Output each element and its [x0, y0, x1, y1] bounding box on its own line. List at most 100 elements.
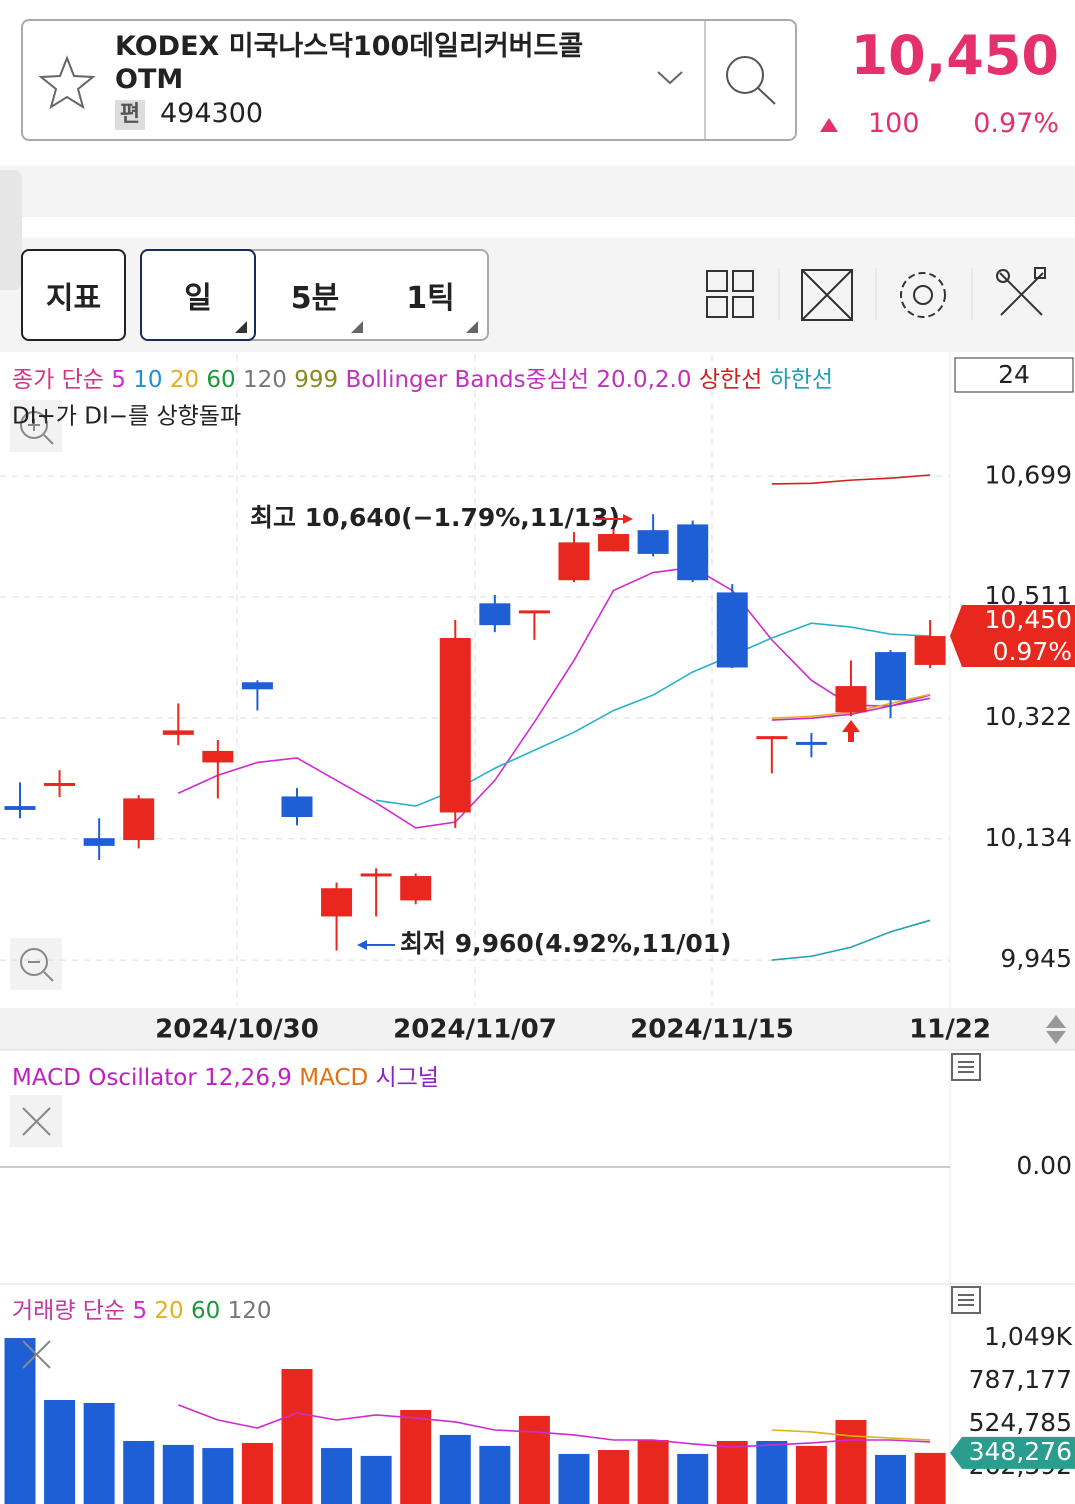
- period-button[interactable]: 일: [140, 249, 256, 341]
- signal-arrow: [842, 720, 860, 742]
- period-button[interactable]: 5분: [290, 281, 340, 316]
- legend-item: 5: [111, 367, 126, 393]
- settings-icon[interactable]: [900, 272, 946, 318]
- count-box: [954, 357, 1074, 393]
- volume-bar: [677, 1453, 709, 1504]
- y-tick-label: 1,049K: [984, 1322, 1073, 1351]
- volume-bar: [321, 1448, 353, 1504]
- period-button[interactable]: 1틱: [406, 281, 455, 316]
- legend-item: Bollinger Bands중심선: [345, 367, 589, 393]
- candle-body: [914, 636, 946, 665]
- candle-body: [677, 524, 709, 581]
- volume-bar: [479, 1445, 511, 1504]
- legend: 거래량 단순 5 20 60 120: [12, 1298, 271, 1324]
- volume-bar: [558, 1453, 590, 1504]
- close-volume[interactable]: [22, 1340, 51, 1369]
- panel-menu[interactable]: [951, 1286, 981, 1314]
- legend-item: 10: [133, 367, 162, 393]
- indicator-button[interactable]: 지표: [21, 249, 126, 341]
- candle-body: [598, 534, 630, 552]
- legend-item: 시그널: [375, 1065, 438, 1091]
- indicator-line: [177, 1404, 931, 1448]
- candle-body: [44, 782, 76, 786]
- legend-item: 5: [132, 1298, 147, 1324]
- volume-bar: [835, 1420, 867, 1504]
- legend-item: MACD: [299, 1065, 368, 1091]
- candle-body: [400, 876, 432, 901]
- volume-bar: [598, 1450, 630, 1504]
- candle-body: [360, 873, 392, 877]
- fund-name: KODEX 미국나스닥100데일리커버드콜 OTM: [115, 31, 584, 95]
- volume-bar: [162, 1444, 194, 1504]
- legend-item: 하한선: [770, 367, 833, 393]
- annotation-arrow: [623, 514, 633, 524]
- volume-tag: [950, 1436, 1075, 1469]
- layout-icon[interactable]: [706, 270, 754, 318]
- toolbar-icons: [235, 267, 1046, 333]
- legend-item: MACD Oscillator 12,26,9: [12, 1065, 292, 1091]
- candle-body: [795, 741, 827, 745]
- candle-body: [241, 682, 273, 690]
- badge: 편: [115, 100, 145, 130]
- star-icon[interactable]: [38, 55, 96, 111]
- candle-body: [83, 838, 115, 846]
- volume-bar: [914, 1452, 946, 1504]
- legend-item: 60: [191, 1298, 220, 1324]
- x-tick-label: 2024/11/15: [630, 1015, 794, 1045]
- volume-bar: [756, 1440, 788, 1504]
- indicator-line: [177, 566, 931, 829]
- volume-bar: [83, 1402, 115, 1504]
- volume-bar: [400, 1410, 432, 1504]
- expand-icon[interactable]: [801, 269, 853, 321]
- close-macd[interactable]: [10, 1095, 62, 1147]
- y-tick-label: 10,134: [985, 823, 1072, 852]
- price-tag: [950, 605, 1075, 668]
- candle-body: [162, 730, 194, 735]
- signal-label: DI+가 DI−를 상향돌파: [12, 404, 241, 430]
- legend-item: 20.0,2.0: [596, 367, 691, 393]
- candle-body: [875, 652, 907, 701]
- y-tick-label: 0.00: [1016, 1151, 1072, 1180]
- candle-body: [202, 750, 234, 763]
- volume-bar: [518, 1415, 550, 1504]
- y-tick-label: 787,177: [969, 1365, 1072, 1394]
- price-change: 100: [868, 108, 920, 139]
- legend-item: 999: [294, 367, 338, 393]
- candle-body: [716, 592, 748, 668]
- candle-body: [439, 637, 471, 813]
- y-tick-label: 9,945: [1000, 944, 1072, 973]
- candle-body: [321, 888, 353, 917]
- volume-bar: [202, 1448, 234, 1504]
- scroll-arrows[interactable]: [1046, 1015, 1066, 1044]
- dropdown-icon[interactable]: [655, 68, 685, 88]
- zoom-out[interactable]: [10, 938, 62, 990]
- legend-item: 상한선: [699, 367, 762, 393]
- price-tag-label: 0.97%: [993, 637, 1072, 666]
- change-percent: 0.97%: [973, 108, 1059, 139]
- volume-bar: [716, 1440, 748, 1504]
- separator: [704, 21, 706, 139]
- x-axis-strip: [0, 1008, 1075, 1050]
- side-handle[interactable]: [0, 170, 22, 290]
- candle-body: [835, 686, 867, 713]
- search-icon[interactable]: [722, 52, 780, 108]
- candle-body: [756, 736, 788, 740]
- fund-code: 494300: [160, 98, 264, 129]
- tools-icon[interactable]: [996, 267, 1046, 316]
- gray-band: [0, 166, 1075, 217]
- y-tick-label: 524,785: [969, 1408, 1072, 1437]
- zoom-in[interactable]: [10, 400, 62, 452]
- volume-tag-label: 348,276: [969, 1437, 1072, 1466]
- volume-bar: [123, 1440, 155, 1504]
- candle-body: [4, 806, 36, 810]
- panel-menu[interactable]: [951, 1053, 981, 1081]
- volume-bar: [44, 1400, 76, 1504]
- volume-bar: [637, 1440, 669, 1504]
- annotation-arrow: [357, 940, 367, 950]
- legend-item: 거래량 단순: [12, 1298, 125, 1324]
- indicator-line: [771, 919, 931, 961]
- legend-item: 20: [154, 1298, 183, 1324]
- x-tick-label: 2024/11/07: [393, 1015, 557, 1045]
- search-box[interactable]: [21, 19, 797, 141]
